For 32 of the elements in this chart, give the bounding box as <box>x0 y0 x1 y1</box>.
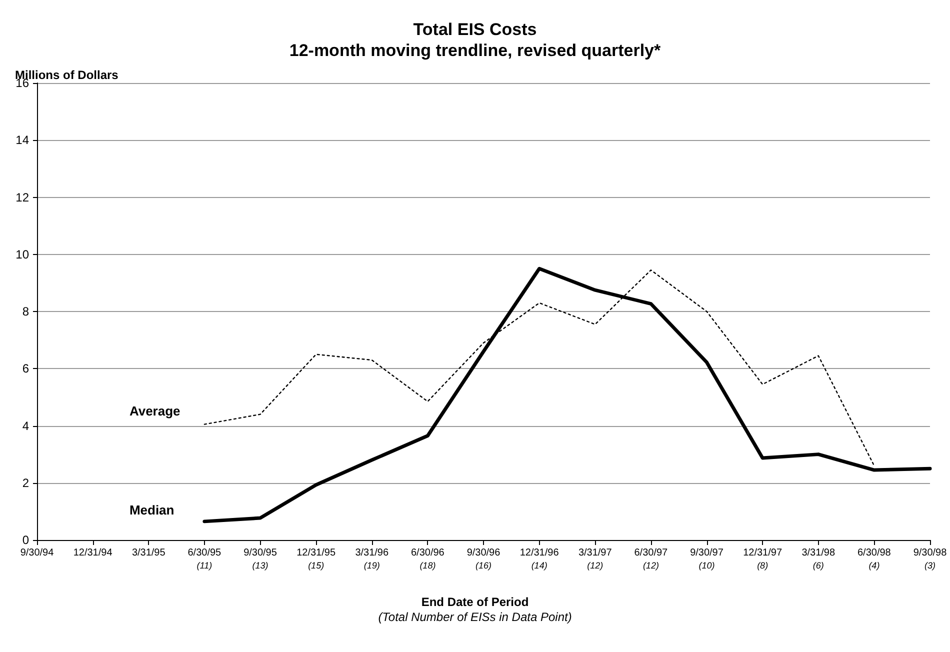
x-tick-label: 12/31/95 (15) <box>296 548 336 570</box>
x-tick-label: 9/30/96 (16) <box>466 548 501 570</box>
y-tick-label: 10 <box>16 247 30 262</box>
x-tick-label: 6/30/95 (11) <box>188 548 222 570</box>
x-tick-label: 9/30/97 (10) <box>690 548 724 570</box>
x-tick-label: 12/31/96 (14) <box>520 548 560 570</box>
x-tick-label: 9/30/95 (13) <box>244 548 278 570</box>
x-tick-label: 9/30/98 (3) <box>913 548 948 570</box>
x-tick-label: 3/31/98 (6) <box>802 548 836 570</box>
chart-subtitle: 12-month moving trendline, revised quarterly* <box>289 41 662 60</box>
y-tick-label: 0 <box>22 533 30 547</box>
y-tick-label: 14 <box>16 133 30 148</box>
text: Median <box>129 502 174 518</box>
x-tick-label: 6/30/96 (18) <box>411 548 445 570</box>
series-label: Average <box>129 403 180 418</box>
y-tick-label: 4 <box>22 418 30 433</box>
x-tick-label: 9/30/94 <box>20 548 54 558</box>
x-tick-label: 12/31/94 <box>73 548 113 558</box>
y-tick-label: 8 <box>22 304 30 318</box>
y-tick-label: 12 <box>16 190 30 204</box>
x-tick-label: 3/31/97 (12) <box>578 548 612 570</box>
y-tick-label: 2 <box>22 476 30 490</box>
x-tick-label: 12/31/97 (8) <box>743 548 782 570</box>
x-tick-label: 3/31/96 (19) <box>355 548 389 570</box>
line-series <box>202 266 932 524</box>
text: (Total Number of EISs in Data Point) <box>378 610 572 624</box>
y-tick-label: 6 <box>22 362 30 376</box>
x-tick-label: 3/31/95 <box>132 548 166 558</box>
x-tick-label: 6/30/97 (12) <box>634 548 668 570</box>
chart-title: Total EIS Costs <box>413 20 537 39</box>
x-tick-label: 6/30/98 (4) <box>858 548 892 570</box>
x-axis-title: End Date of Period <box>421 595 529 609</box>
